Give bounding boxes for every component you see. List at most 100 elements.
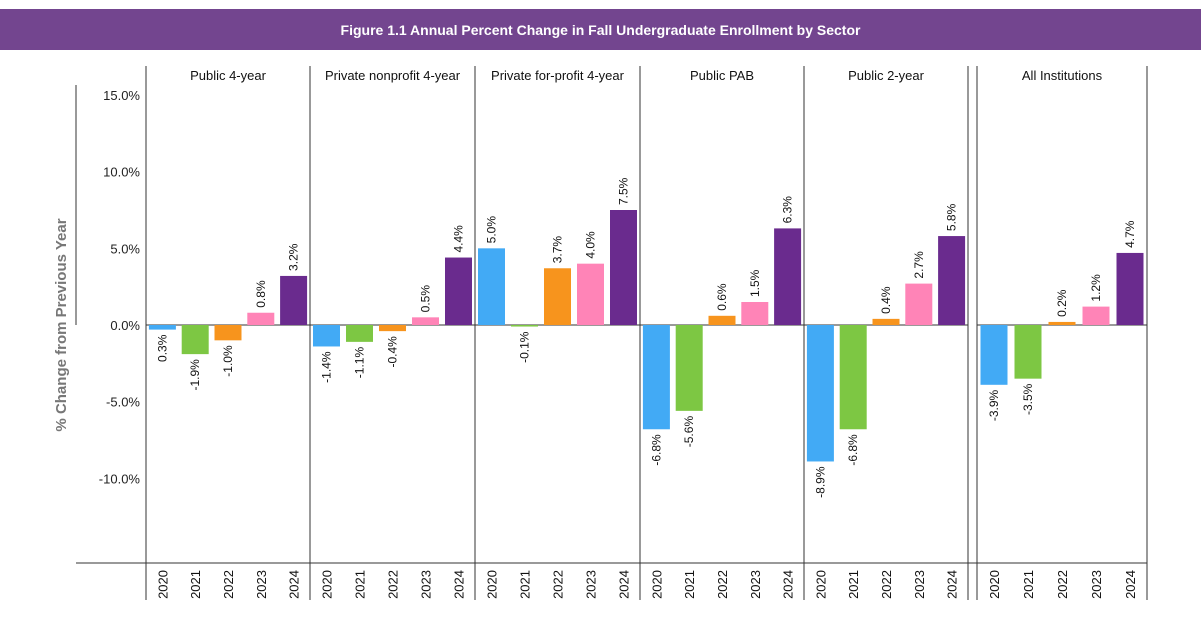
y-tick-label: 5.0%: [110, 241, 140, 256]
data-label: 1.2%: [1089, 274, 1103, 302]
bar: [741, 302, 769, 325]
x-tick-label: 2020: [987, 570, 1002, 599]
data-label: 0.4%: [879, 286, 893, 314]
data-label: -3.9%: [987, 389, 1001, 421]
data-label: 1.5%: [748, 269, 762, 297]
x-tick-label: 2023: [912, 570, 927, 599]
bar: [181, 325, 209, 355]
y-tick-label: 15.0%: [103, 88, 140, 103]
y-tick-label: -5.0%: [106, 395, 140, 410]
y-axis-label: % Change from Previous Year: [53, 218, 70, 431]
data-label: -5.6%: [682, 416, 696, 448]
data-label: 6.3%: [781, 196, 795, 224]
bar: [544, 268, 571, 325]
x-tick-label: 2021: [188, 570, 203, 599]
bar: [214, 325, 242, 341]
x-tick-label: 2021: [1021, 570, 1036, 599]
bar: [872, 318, 900, 325]
data-label: 7.5%: [617, 177, 631, 205]
bar: [313, 325, 340, 347]
x-tick-label: 2020: [320, 570, 335, 599]
x-tick-label: 2022: [221, 570, 236, 599]
bar: [412, 317, 439, 325]
x-tick-label: 2024: [452, 570, 467, 599]
x-tick-label: 2024: [945, 570, 960, 599]
panel-title: Public PAB: [690, 68, 754, 83]
data-label: 0.8%: [254, 280, 268, 308]
panel-title: Public 2-year: [848, 68, 925, 83]
bar: [379, 325, 406, 332]
bar: [1048, 321, 1076, 325]
x-tick-label: 2023: [1089, 570, 1104, 599]
x-tick-label: 2020: [155, 570, 170, 599]
x-tick-label: 2020: [649, 570, 664, 599]
data-label: 2.7%: [912, 251, 926, 279]
data-label: -1.4%: [320, 351, 334, 383]
bar: [148, 325, 176, 330]
bar: [577, 263, 604, 325]
data-label: -0.4%: [386, 336, 400, 368]
panel-2: Private for-profit 4-year 5.0% 2020 -0.1% 20…: [474, 66, 640, 600]
panel-0: Public 4-year 0.3% 2020 -1.9% 2021 -1.0% 2022 0…: [145, 66, 310, 600]
data-label: -3.5%: [1021, 383, 1035, 415]
x-tick-label: 2021: [846, 570, 861, 599]
x-tick-label: 2022: [551, 570, 566, 599]
bar: [346, 325, 373, 342]
panel-3: Public PAB -6.8% 2020 -5.6% 2021 0.6% 2022 1.5%…: [639, 66, 804, 600]
bar: [938, 236, 966, 325]
panel-1: Private nonprofit 4-year -1.4% 2020 -1.1% 20…: [309, 66, 475, 600]
bar: [1014, 325, 1042, 379]
data-label: 3.7%: [551, 236, 565, 264]
x-tick-label: 2023: [419, 570, 434, 599]
panel-4: Public 2-year -8.9% 2020 -6.8% 2021 0.4% 2022 2…: [803, 66, 969, 600]
x-tick-label: 2022: [1055, 570, 1070, 599]
bar: [1082, 306, 1110, 325]
x-tick-label: 2021: [353, 570, 368, 599]
x-tick-label: 2023: [584, 570, 599, 599]
x-tick-label: 2024: [1123, 570, 1138, 599]
figure-title: Figure 1.1 Annual Percent Change in Fall…: [0, 9, 1201, 50]
data-label: -1.9%: [188, 359, 202, 391]
bar: [642, 325, 670, 430]
data-label: 4.4%: [452, 225, 466, 253]
bar: [774, 228, 802, 325]
data-label: 0.3%: [155, 334, 169, 362]
data-label: 4.7%: [1123, 220, 1137, 248]
data-label: -0.1%: [518, 331, 532, 363]
bar: [1116, 252, 1144, 325]
bar: [980, 325, 1008, 385]
data-label: -6.8%: [846, 434, 860, 466]
panel-title: All Institutions: [1022, 68, 1103, 83]
bar: [247, 312, 275, 325]
x-tick-label: 2024: [617, 570, 632, 599]
x-tick-label: 2022: [386, 570, 401, 599]
panel-title: Private nonprofit 4-year: [325, 68, 461, 83]
bar: [610, 210, 637, 325]
x-tick-label: 2022: [715, 570, 730, 599]
bar: [675, 325, 703, 411]
x-tick-label: 2024: [781, 570, 796, 599]
data-label: -8.9%: [813, 466, 827, 498]
x-tick-label: 2021: [518, 570, 533, 599]
bar: [511, 325, 538, 327]
panel-title: Public 4-year: [190, 68, 267, 83]
data-label: 5.0%: [485, 216, 499, 244]
bar: [445, 257, 472, 325]
x-tick-label: 2022: [879, 570, 894, 599]
y-tick-label: 0.0%: [110, 318, 140, 333]
data-label: 4.0%: [584, 231, 598, 259]
data-label: 5.8%: [945, 203, 959, 231]
y-tick-label: 10.0%: [103, 165, 140, 180]
data-label: 3.2%: [287, 243, 301, 271]
panel-title: Private for-profit 4-year: [491, 68, 625, 83]
bar: [708, 315, 736, 325]
bar: [806, 325, 834, 462]
panel-5: All Institutions -3.9% 2020 -3.5% 2021 0.2% 20…: [976, 66, 1148, 600]
x-tick-label: 2024: [287, 570, 302, 599]
x-tick-label: 2020: [813, 570, 828, 599]
y-tick-label: -10.0%: [99, 471, 141, 486]
bar: [280, 275, 308, 325]
bar: [905, 283, 933, 325]
bar: [839, 325, 867, 430]
